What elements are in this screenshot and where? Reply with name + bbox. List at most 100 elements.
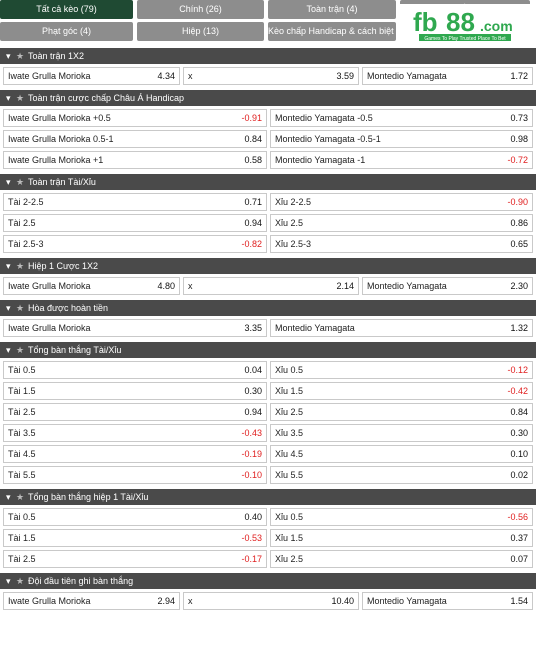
odds-row: Iwate Grulla Morioka 2.94 x 10.40 Montedio… [3,592,533,610]
section-header-first-half-total-goals[interactable]: ▾ ★ Tổng bàn thắng hiệp 1 Tài/Xỉu [0,489,536,505]
selection-label: Tài 2.5-3 [8,239,44,249]
odds-cell-home[interactable]: Iwate Grulla Morioka 4.80 [3,277,180,295]
collapse-arrow-icon[interactable]: ▾ [6,345,11,355]
collapse-arrow-icon[interactable]: ▾ [6,93,11,103]
star-icon[interactable]: ★ [16,261,25,271]
collapse-arrow-icon[interactable]: ▾ [6,177,11,187]
selection-label: Tài 4.5 [8,449,36,459]
tab-half[interactable]: Hiệp (13) [137,22,264,41]
svg-text:.com: .com [480,18,513,34]
odds-value: 4.80 [157,281,175,291]
odds-cell-away[interactable]: Montedio Yamagata 1.54 [362,592,533,610]
star-icon[interactable]: ★ [16,93,25,103]
selection-label: Xỉu 4.5 [275,449,304,459]
odds-cell-over[interactable]: Tài 2.5 0.94 [3,214,267,232]
odds-rows: Tài 2-2.5 0.71 Xỉu 2-2.5 -0.90 Tài 2.5 0.94… [0,190,536,258]
section-header-first-team-to-score[interactable]: ▾ ★ Đội đầu tiên ghi bàn thắng [0,573,536,589]
odds-cell-over[interactable]: Tài 4.5 -0.19 [3,445,267,463]
odds-value: 0.65 [510,239,528,249]
odds-cell-under[interactable]: Xỉu 5.5 0.02 [270,466,533,484]
odds-cell-over[interactable]: Tài 1.5 -0.53 [3,529,267,547]
selection-label: Iwate Grulla Morioka [8,596,91,606]
odds-cell-over[interactable]: Tài 2-2.5 0.71 [3,193,267,211]
odds-row: Tài 2.5-3 -0.82 Xỉu 2.5-3 0.65 [3,235,533,253]
tab-full-match[interactable]: Toàn trận (4) [268,0,396,19]
odds-cell-under[interactable]: Xỉu 1.5 -0.42 [270,382,533,400]
odds-cell-away[interactable]: Montedio Yamagata 2.30 [362,277,533,295]
odds-cell-home[interactable]: Iwate Grulla Morioka +0.5 -0.91 [3,109,267,127]
odds-cell-under[interactable]: Xỉu 0.5 -0.56 [270,508,533,526]
selection-label: x [188,281,193,291]
odds-cell-away[interactable]: Montedio Yamagata -0.5 0.73 [270,109,533,127]
odds-cell-home[interactable]: Iwate Grulla Morioka 3.35 [3,319,267,337]
selection-label: Tài 3.5 [8,428,36,438]
odds-cell-under[interactable]: Xỉu 1.5 0.37 [270,529,533,547]
odds-cell-away[interactable]: Montedio Yamagata 1.72 [362,67,533,85]
odds-cell-under[interactable]: Xỉu 2-2.5 -0.90 [270,193,533,211]
odds-cell-over[interactable]: Tài 3.5 -0.43 [3,424,267,442]
odds-cell-over[interactable]: Tài 2.5-3 -0.82 [3,235,267,253]
odds-cell-draw[interactable]: x 2.14 [183,277,359,295]
star-icon[interactable]: ★ [16,345,25,355]
odds-rows: Iwate Grulla Morioka 4.80 x 2.14 Montedio … [0,274,536,300]
odds-cell-over[interactable]: Tài 2.5 0.94 [3,403,267,421]
section-header-draw-no-bet[interactable]: ▾ ★ Hòa được hoàn tiền [0,300,536,316]
odds-value: -0.12 [507,365,528,375]
selection-label: Tài 2.5 [8,407,36,417]
odds-cell-home[interactable]: Iwate Grulla Morioka 2.94 [3,592,180,610]
star-icon[interactable]: ★ [16,177,25,187]
odds-cell-away[interactable]: Montedio Yamagata -0.5-1 0.98 [270,130,533,148]
selection-label: Xỉu 3.5 [275,428,304,438]
odds-cell-home[interactable]: Iwate Grulla Morioka 4.34 [3,67,180,85]
section-header-total-goals[interactable]: ▾ ★ Tổng bàn thắng Tài/Xỉu [0,342,536,358]
section-header-over-under[interactable]: ▾ ★ Toàn trận Tài/Xỉu [0,174,536,190]
collapse-arrow-icon[interactable]: ▾ [6,576,11,586]
collapse-arrow-icon[interactable]: ▾ [6,51,11,61]
section-header-first-half-1x2[interactable]: ▾ ★ Hiệp 1 Cược 1X2 [0,258,536,274]
selection-label: Xỉu 2.5 [275,407,304,417]
odds-rows: Tài 0.5 0.04 Xỉu 0.5 -0.12 Tài 1.5 0.30 Xỉu… [0,358,536,489]
section-header-1x2[interactable]: ▾ ★ Toàn trận 1X2 [0,48,536,64]
selection-label: Montedio Yamagata -0.5 [275,113,373,123]
collapse-arrow-icon[interactable]: ▾ [6,303,11,313]
odds-cell-under[interactable]: Xỉu 2.5-3 0.65 [270,235,533,253]
star-icon[interactable]: ★ [16,576,25,586]
selection-label: Tài 2.5 [8,218,36,228]
odds-cell-under[interactable]: Xỉu 2.5 0.86 [270,214,533,232]
odds-rows: Iwate Grulla Morioka 4.34 x 3.59 Montedio … [0,64,536,90]
odds-cell-over[interactable]: Tài 0.5 0.04 [3,361,267,379]
odds-value: 0.07 [510,554,528,564]
odds-value: 1.72 [510,71,528,81]
collapse-arrow-icon[interactable]: ▾ [6,492,11,502]
section-title: Đội đầu tiên ghi bàn thắng [28,576,134,586]
odds-cell-under[interactable]: Xỉu 3.5 0.30 [270,424,533,442]
section-header-asian-handicap[interactable]: ▾ ★ Toàn trận cược chấp Châu Á Handicap [0,90,536,106]
selection-label: Xỉu 2.5 [275,218,304,228]
fb88-logo[interactable]: fb 88 .com Games To Play Trusted Place T… [400,4,530,44]
odds-cell-under[interactable]: Xỉu 0.5 -0.12 [270,361,533,379]
tab-main[interactable]: Chính (26) [137,0,264,19]
odds-cell-over[interactable]: Tài 1.5 0.30 [3,382,267,400]
odds-cell-under[interactable]: Xỉu 2.5 0.07 [270,550,533,568]
odds-cell-under[interactable]: Xỉu 2.5 0.84 [270,403,533,421]
star-icon[interactable]: ★ [16,51,25,61]
odds-value: 2.14 [336,281,354,291]
star-icon[interactable]: ★ [16,303,25,313]
odds-cell-away[interactable]: Montedio Yamagata -1 -0.72 [270,151,533,169]
odds-cell-away[interactable]: Montedio Yamagata 1.32 [270,319,533,337]
tab-handicap[interactable]: Kèo chấp Handicap & cách biệt (3) [268,22,396,41]
odds-cell-over[interactable]: Tài 5.5 -0.10 [3,466,267,484]
odds-cell-over[interactable]: Tài 0.5 0.40 [3,508,267,526]
tab-corners[interactable]: Phạt góc (4) [0,22,133,41]
odds-row: Iwate Grulla Morioka 4.80 x 2.14 Montedio … [3,277,533,295]
odds-cell-home[interactable]: Iwate Grulla Morioka +1 0.58 [3,151,267,169]
odds-cell-over[interactable]: Tài 2.5 -0.17 [3,550,267,568]
odds-cell-under[interactable]: Xỉu 4.5 0.10 [270,445,533,463]
collapse-arrow-icon[interactable]: ▾ [6,261,11,271]
odds-cell-draw[interactable]: x 3.59 [183,67,359,85]
odds-value: -0.72 [507,155,528,165]
star-icon[interactable]: ★ [16,492,25,502]
odds-cell-draw[interactable]: x 10.40 [183,592,359,610]
tab-all-markets[interactable]: Tất cả kèo (79) [0,0,133,19]
odds-cell-home[interactable]: Iwate Grulla Morioka 0.5-1 0.84 [3,130,267,148]
